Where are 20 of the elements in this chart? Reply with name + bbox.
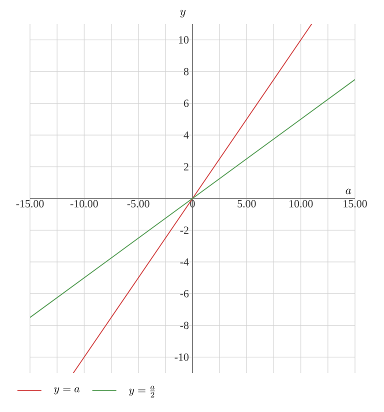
- legend-label: $y=\frac{a}{2}$: [129, 386, 155, 398]
- y-tick-label: -10: [174, 353, 189, 361]
- x-tick-label: 15.00: [344, 200, 367, 208]
- y-tick-label: 6: [184, 100, 189, 107]
- legend-label: $y=a$: [54, 387, 80, 394]
- x-tick-label: -5.00: [127, 200, 150, 208]
- y-axis-title: $y$: [180, 10, 186, 18]
- y-tick-label: 4: [184, 131, 189, 139]
- x-tick-label: 10.00: [289, 200, 313, 208]
- x-tick-label: -10.00: [70, 200, 98, 208]
- x-tick-label: 5.00: [238, 200, 256, 208]
- y-tick-label: -2: [180, 226, 188, 234]
- x-axis-title: $a$: [346, 188, 352, 194]
- x-tick-label: -15.00: [16, 200, 44, 208]
- y-tick-label: 10: [178, 36, 189, 44]
- y-tick-label: -6: [180, 290, 189, 298]
- y-tick-label: 8: [184, 68, 189, 76]
- y-tick-label: -4: [180, 258, 189, 266]
- y-tick-label: -8: [180, 322, 189, 330]
- y-tick-label: 2: [184, 163, 188, 170]
